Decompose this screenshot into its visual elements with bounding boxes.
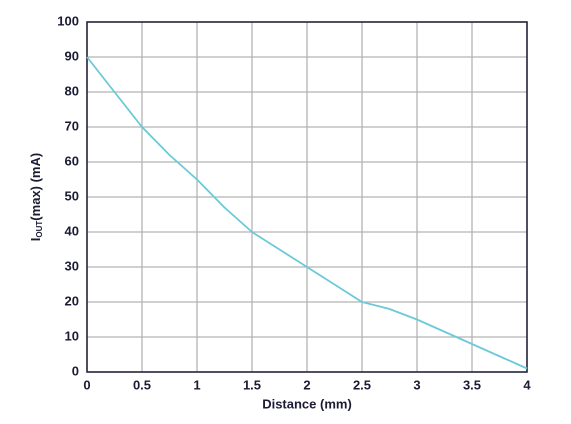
- y-tick-label: 0: [72, 363, 79, 378]
- y-axis-label: IOUT(max) (mA): [28, 153, 44, 241]
- y-tick-label: 80: [65, 83, 79, 98]
- x-tick-label: 2: [303, 377, 310, 392]
- x-tick-label: 1: [193, 377, 200, 392]
- x-tick-label: 0: [83, 377, 90, 392]
- y-tick-label: 40: [65, 223, 79, 238]
- y-tick-label: 60: [65, 153, 79, 168]
- y-label-sub: OUT: [35, 221, 44, 238]
- x-tick-label: 4: [523, 377, 531, 392]
- y-label-rest: (max) (mA): [28, 153, 43, 221]
- y-tick-label: 30: [65, 258, 79, 273]
- y-tick-label: 10: [65, 328, 79, 343]
- x-tick-label: 0.5: [133, 377, 151, 392]
- x-axis-label: Distance (mm): [262, 396, 352, 411]
- plot-border: [86, 21, 528, 373]
- x-tick-label: 3.5: [463, 377, 481, 392]
- y-label-main: I: [28, 238, 43, 242]
- y-tick-label: 100: [57, 13, 79, 28]
- x-tick-label: 3: [413, 377, 420, 392]
- y-tick-label: 50: [65, 188, 79, 203]
- y-tick-label: 20: [65, 293, 79, 308]
- y-tick-label: 90: [65, 48, 79, 63]
- x-tick-label: 1.5: [243, 377, 261, 392]
- data-line: [86, 56, 528, 370]
- x-tick-label: 2.5: [353, 377, 371, 392]
- y-tick-label: 70: [65, 118, 79, 133]
